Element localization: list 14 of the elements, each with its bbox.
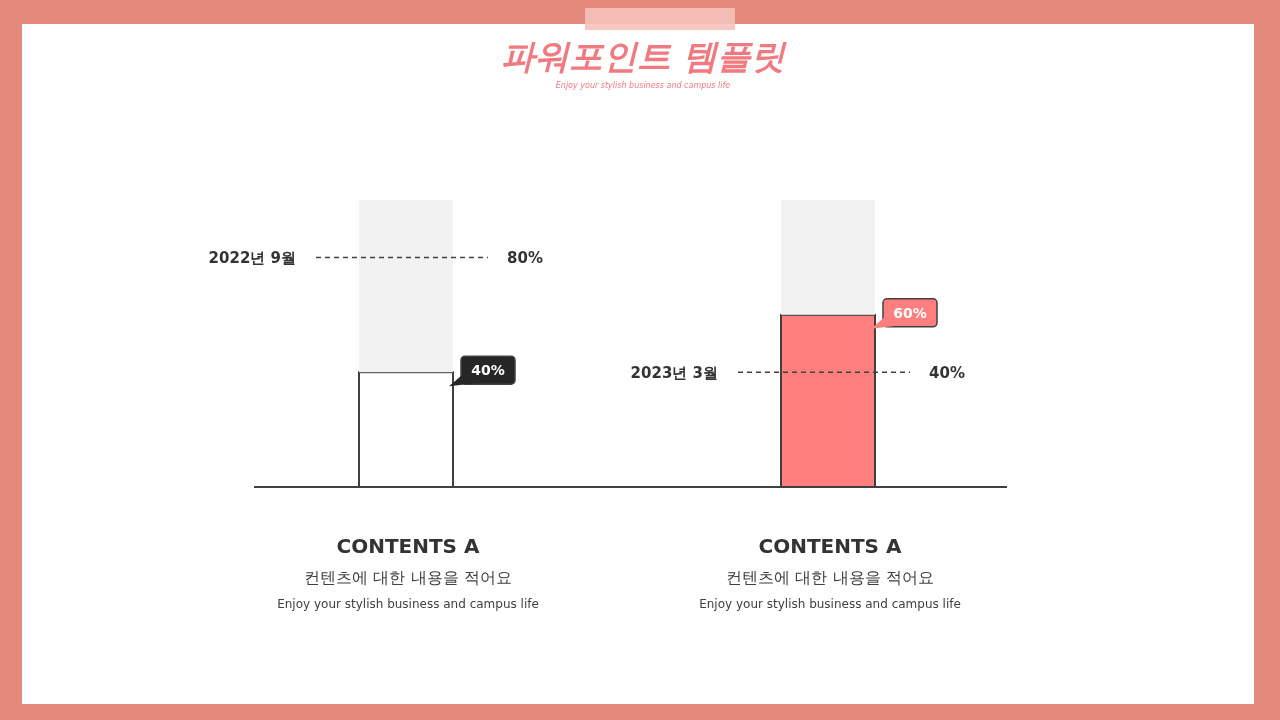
chart-title: 파워포인트 템플릿 — [501, 36, 787, 76]
text: Enjoy your stylish business and campus life — [699, 597, 961, 611]
annotation: 2022년 9월 — [208, 249, 296, 268]
x-tick-label: CONTENTS A — [758, 534, 902, 558]
text: 컨텐츠에 대한 내용을 적어요 — [726, 568, 934, 587]
ref-line-label: 40% — [929, 364, 965, 383]
text: 컨텐츠에 대한 내용을 적어요 — [304, 568, 512, 587]
chart-subtitle: Enjoy your stylish business and campus life — [555, 81, 731, 90]
annotation: 2023년 3월 — [630, 364, 718, 383]
ref-line-label: 80% — [507, 249, 543, 268]
data-label: 60% — [893, 304, 927, 321]
text: Enjoy your stylish business and campus life — [277, 597, 539, 611]
x-tick-label: CONTENTS A — [336, 534, 480, 558]
data-label: 40% — [471, 362, 505, 379]
